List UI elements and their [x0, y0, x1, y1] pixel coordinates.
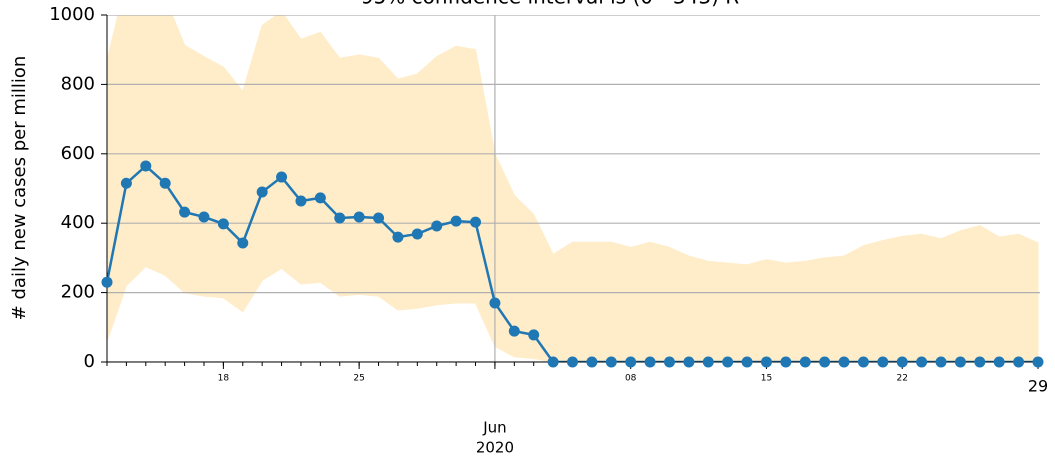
data-point	[120, 177, 132, 189]
data-point	[857, 356, 869, 368]
data-point	[547, 356, 559, 368]
data-point	[605, 356, 617, 368]
data-point	[625, 356, 637, 368]
data-point	[722, 356, 734, 368]
data-point	[508, 325, 520, 337]
data-point	[1032, 356, 1044, 368]
data-point	[780, 356, 792, 368]
data-point	[567, 356, 578, 368]
data-point	[954, 356, 966, 368]
data-point	[140, 160, 152, 172]
x-tick-label: Jun	[482, 419, 506, 437]
data-point	[896, 356, 908, 368]
x-tick-label: 29	[1028, 377, 1048, 396]
plot-area	[107, 15, 1040, 362]
data-point	[683, 356, 695, 368]
data-point	[392, 231, 404, 243]
data-point	[741, 356, 753, 368]
data-point	[373, 212, 385, 224]
data-point	[353, 211, 365, 223]
y-tick-label: 0	[84, 351, 95, 372]
data-point	[276, 171, 288, 183]
data-point	[334, 212, 346, 224]
data-point	[295, 195, 307, 207]
data-point	[799, 356, 811, 368]
data-point	[470, 216, 482, 228]
data-point	[819, 356, 831, 368]
data-point	[760, 356, 772, 368]
data-point	[256, 186, 268, 198]
x-tick-label: 22	[897, 374, 908, 384]
y-tick-label: 1000	[49, 4, 95, 25]
x-tick-sublabel: 2020	[476, 439, 514, 457]
y-tick-label: 200	[61, 282, 95, 303]
data-point	[179, 206, 191, 218]
data-point	[217, 218, 229, 230]
data-point	[838, 356, 850, 368]
data-point	[993, 356, 1005, 368]
data-point	[916, 356, 928, 368]
data-point	[237, 237, 249, 249]
data-point	[974, 356, 986, 368]
y-axis-label: # daily new cases per million	[9, 56, 30, 321]
y-tick-label: 400	[61, 212, 95, 233]
data-point	[431, 220, 443, 232]
data-point	[877, 356, 889, 368]
x-tick-label: 25	[353, 374, 364, 384]
y-tick-label: 600	[61, 143, 95, 164]
data-point	[1013, 356, 1025, 368]
x-tick-label: 18	[218, 374, 230, 384]
data-point	[586, 356, 598, 368]
data-point	[528, 329, 540, 341]
data-point	[663, 356, 675, 368]
data-point	[198, 211, 210, 223]
data-point	[450, 215, 462, 227]
chart-title: 95% confidence interval is (0 - 343) R	[361, 0, 739, 9]
confidence-band	[107, 15, 1039, 362]
data-point	[702, 356, 714, 368]
x-tick-label: 15	[761, 374, 772, 384]
x-tick-label: 08	[625, 374, 637, 384]
data-point	[411, 228, 423, 240]
data-point	[101, 276, 113, 288]
data-point	[644, 356, 656, 368]
data-point	[314, 192, 326, 204]
data-point	[935, 356, 947, 368]
y-tick-label: 800	[61, 73, 95, 94]
data-point	[159, 177, 171, 189]
data-point	[489, 297, 501, 309]
